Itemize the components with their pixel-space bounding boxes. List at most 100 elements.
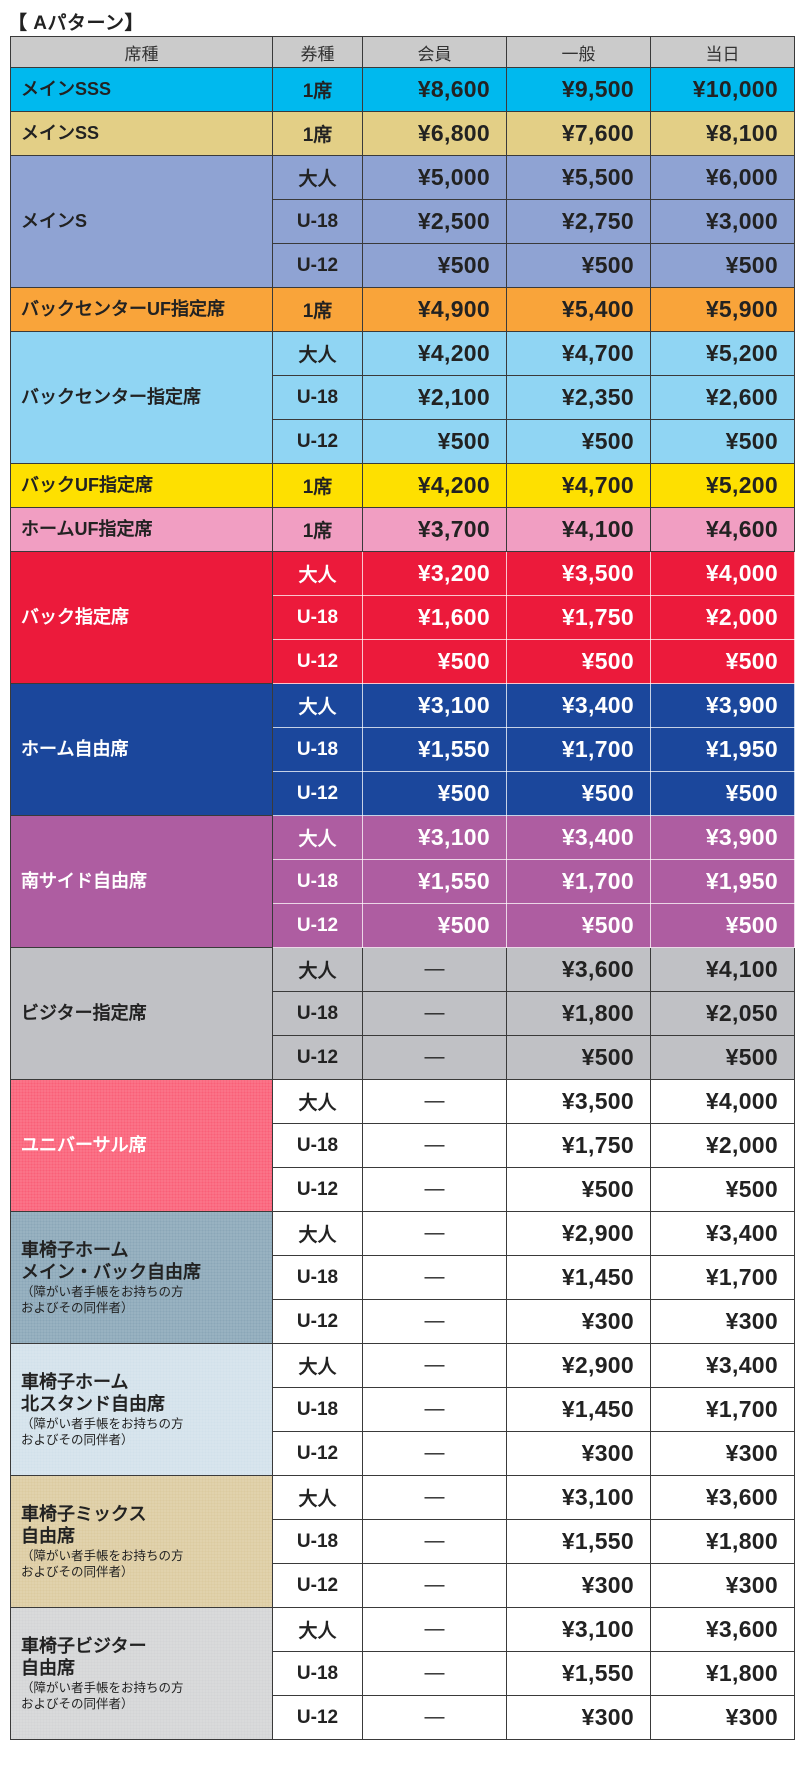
table-row: U-18— ¥1,450 ¥1,700 (11, 1387, 795, 1432)
member-price-cell: — (362, 1695, 507, 1740)
ticket-type-cell: 1席 (272, 111, 363, 156)
member-price-cell: ¥500 (362, 903, 507, 948)
table-row: メインSS 1席 ¥6,800 ¥7,600 ¥8,100 (10, 111, 795, 156)
table-row: 車椅子ホーム 北スタンド自由席 （障がい者手帳をお持ちの方 およびその同伴者） 大人… (10, 1343, 795, 1476)
general-price-cell: ¥5,400 (506, 287, 651, 332)
seat-type-name: バックUF指定席 (21, 475, 153, 496)
member-price-cell: — (362, 1387, 507, 1432)
table-row: U-18 ¥1,600 ¥1,750 ¥2,000 (11, 595, 795, 640)
same-day-price-cell: ¥2,000 (650, 595, 795, 640)
ticket-type-cell: U-18 (272, 1651, 363, 1696)
table-row: U-12— ¥300 ¥300 (11, 1299, 795, 1344)
member-price-cell: — (362, 1167, 507, 1212)
member-price-cell: ¥8,600 (362, 67, 507, 112)
seat-type-cell: 車椅子ミックス 自由席 （障がい者手帳をお持ちの方 およびその同伴者） (10, 1475, 273, 1608)
general-price-cell: ¥1,550 (506, 1651, 651, 1696)
general-price-cell: ¥1,700 (506, 727, 651, 772)
table-row: 車椅子ホーム メイン・バック自由席 （障がい者手帳をお持ちの方 およびその同伴者）… (10, 1211, 795, 1344)
member-price-cell: ¥4,200 (362, 331, 507, 376)
general-price-cell: ¥7,600 (506, 111, 651, 156)
ticket-type-cell: 大人 (272, 815, 363, 860)
member-price-cell: ¥2,100 (362, 375, 507, 420)
table-row: バック指定席 大人 ¥3,200 ¥3,500 ¥4,000 (10, 551, 795, 684)
seat-type-note: （障がい者手帳をお持ちの方 およびその同伴者） (21, 1416, 184, 1447)
seat-type-cell: メインS (10, 155, 273, 288)
general-price-cell: ¥2,900 (506, 1211, 651, 1256)
seat-type-cell: バックUF指定席 (10, 463, 273, 508)
ticket-type-cell: 大人 (272, 155, 363, 200)
general-price-cell: ¥1,800 (506, 991, 651, 1036)
same-day-price-cell: ¥5,200 (650, 331, 795, 376)
table-row: U-12— ¥300 ¥300 (11, 1431, 795, 1476)
general-price-cell: ¥300 (506, 1695, 651, 1740)
ticket-type-cell: 大人 (272, 551, 363, 596)
ticket-type-cell: U-12 (272, 1431, 363, 1476)
table-row: U-18— ¥1,550 ¥1,800 (11, 1651, 795, 1696)
general-price-cell: ¥2,350 (506, 375, 651, 420)
same-day-price-cell: ¥2,600 (650, 375, 795, 420)
header-member: 会員 (362, 36, 507, 68)
same-day-price-cell: ¥4,600 (650, 507, 795, 552)
seat-type-name: 車椅子ホーム メイン・バック自由席 (21, 1239, 201, 1283)
header-ticket-type: 券種 (272, 36, 363, 68)
same-day-price-cell: ¥5,900 (650, 287, 795, 332)
header-same-day: 当日 (650, 36, 795, 68)
same-day-price-cell: ¥1,950 (650, 727, 795, 772)
ticket-type-cell: 大人 (272, 1607, 363, 1652)
price-table: 席種 券種 会員 一般 当日 メインSSS 1席 ¥8,600 ¥9,500 ¥10,0… (10, 36, 795, 1740)
seat-type-cell: 車椅子ホーム メイン・バック自由席 （障がい者手帳をお持ちの方 およびその同伴者） (10, 1211, 273, 1344)
ticket-type-cell: U-12 (272, 1563, 363, 1608)
same-day-price-cell: ¥2,000 (650, 1123, 795, 1168)
same-day-price-cell: ¥500 (650, 419, 795, 464)
seat-type-name: バックセンターUF指定席 (21, 299, 225, 320)
same-day-price-cell: ¥6,000 (650, 155, 795, 200)
seat-type-note: （障がい者手帳をお持ちの方 およびその同伴者） (21, 1548, 184, 1579)
member-price-cell: — (362, 1035, 507, 1080)
table-row: U-18— ¥1,750 ¥2,000 (11, 1123, 795, 1168)
ticket-type-cell: U-12 (272, 1035, 363, 1080)
ticket-type-cell: U-12 (272, 419, 363, 464)
general-price-cell: ¥1,750 (506, 1123, 651, 1168)
member-price-cell: ¥500 (362, 243, 507, 288)
table-row: U-12 ¥500 ¥500 ¥500 (11, 903, 795, 948)
general-price-cell: ¥4,700 (506, 331, 651, 376)
ticket-type-cell: U-12 (272, 1167, 363, 1212)
seat-type-name: 車椅子ミックス 自由席 (21, 1503, 147, 1547)
general-price-cell: ¥3,500 (506, 551, 651, 596)
header-general: 一般 (506, 36, 651, 68)
general-price-cell: ¥300 (506, 1563, 651, 1608)
same-day-price-cell: ¥3,400 (650, 1343, 795, 1388)
table-row: メインSSS 1席 ¥8,600 ¥9,500 ¥10,000 (10, 67, 795, 112)
same-day-price-cell: ¥2,050 (650, 991, 795, 1036)
ticket-type-cell: U-18 (272, 1387, 363, 1432)
general-price-cell: ¥3,400 (506, 815, 651, 860)
member-price-cell: — (362, 1255, 507, 1300)
same-day-price-cell: ¥8,100 (650, 111, 795, 156)
same-day-price-cell: ¥500 (650, 903, 795, 948)
general-price-cell: ¥1,450 (506, 1255, 651, 1300)
same-day-price-cell: ¥3,400 (650, 1211, 795, 1256)
member-price-cell: ¥500 (362, 639, 507, 684)
member-price-cell: ¥4,200 (362, 463, 507, 508)
seat-type-name: ユニバーサル席 (21, 1135, 147, 1156)
same-day-price-cell: ¥4,000 (650, 551, 795, 596)
seat-type-name: メインS (21, 211, 88, 232)
general-price-cell: ¥3,500 (506, 1079, 651, 1124)
member-price-cell: ¥1,600 (362, 595, 507, 640)
general-price-cell: ¥3,600 (506, 947, 651, 992)
same-day-price-cell: ¥10,000 (650, 67, 795, 112)
general-price-cell: ¥1,450 (506, 1387, 651, 1432)
seat-type-name: 車椅子ビジター 自由席 (21, 1635, 147, 1679)
member-price-cell: ¥500 (362, 771, 507, 816)
ticket-type-cell: U-18 (272, 375, 363, 420)
same-day-price-cell: ¥1,800 (650, 1651, 795, 1696)
same-day-price-cell: ¥1,700 (650, 1387, 795, 1432)
general-price-cell: ¥300 (506, 1299, 651, 1344)
same-day-price-cell: ¥500 (650, 639, 795, 684)
member-price-cell: — (362, 1211, 507, 1256)
ticket-type-cell: 1席 (272, 463, 363, 508)
same-day-price-cell: ¥4,100 (650, 947, 795, 992)
table-row: ホームUF指定席 1席 ¥3,700 ¥4,100 ¥4,600 (10, 507, 795, 552)
seat-type-name: ホームUF指定席 (21, 519, 153, 540)
member-price-cell: — (362, 1343, 507, 1388)
